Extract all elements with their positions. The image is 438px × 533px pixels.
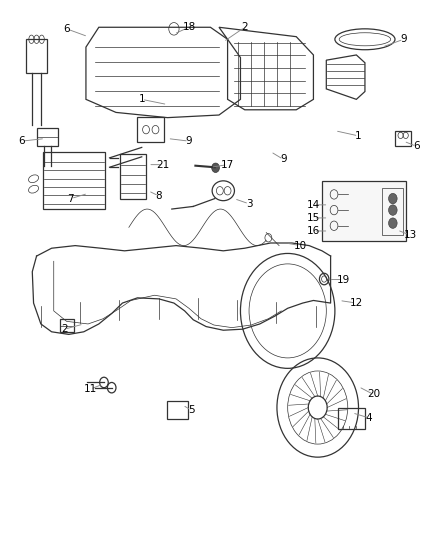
Text: 20: 20 [367,390,380,399]
Bar [60,319,74,332]
Text: 9: 9 [400,34,407,44]
Text: 7: 7 [67,193,74,204]
Text: 21: 21 [156,160,170,169]
Text: 16: 16 [307,226,320,236]
Circle shape [212,163,219,173]
Bar [322,181,406,241]
Bar [37,127,58,147]
Text: 9: 9 [280,155,287,164]
Text: 8: 8 [155,191,162,201]
Text: 6: 6 [18,136,25,146]
Text: 2: 2 [241,22,248,33]
Text: 12: 12 [350,298,363,308]
Bar [43,151,105,209]
Bar [382,188,403,235]
Text: 17: 17 [221,160,234,169]
Circle shape [389,193,397,204]
Text: 15: 15 [307,213,320,223]
Circle shape [389,205,397,215]
Text: 6: 6 [413,141,420,151]
Text: 1: 1 [355,131,362,141]
Bar [138,117,164,142]
Text: 10: 10 [294,240,307,251]
Bar [338,408,365,430]
Text: 6: 6 [64,24,70,34]
Text: 5: 5 [188,405,194,415]
Bar [395,131,411,147]
Bar [167,401,188,419]
Text: 3: 3 [246,199,252,209]
Text: 18: 18 [182,22,196,33]
Text: 13: 13 [403,230,417,240]
Text: 19: 19 [337,274,350,285]
Circle shape [389,218,397,228]
Text: 9: 9 [186,136,192,146]
Text: 14: 14 [307,200,320,210]
Text: 11: 11 [84,384,97,394]
Text: 4: 4 [366,413,373,423]
Text: 1: 1 [138,94,145,104]
Text: 2: 2 [61,324,68,334]
Bar [26,39,47,73]
Bar [120,154,146,199]
